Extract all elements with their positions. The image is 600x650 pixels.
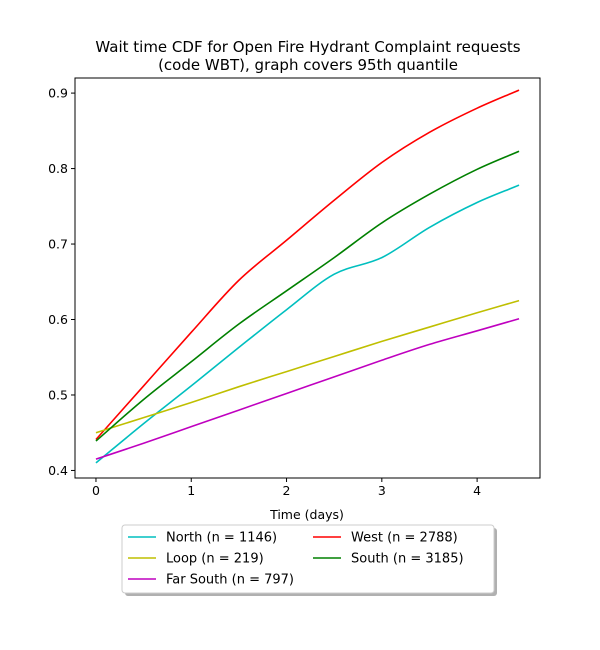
y-axis: 0.4 0.5 0.6 0.7 0.8 0.9 (48, 86, 75, 478)
legend: North (n = 1146) West (n = 2788) Loop (n =… (121, 524, 497, 596)
y-tick-label: 0.5 (48, 387, 68, 402)
legend-box (121, 524, 495, 594)
chart-title-line1: Wait time CDF for Open Fire Hydrant Comp… (95, 38, 520, 56)
x-tick-label: 2 (283, 483, 291, 498)
x-axis-label: Time (days) (269, 507, 344, 522)
x-tick-label: 1 (187, 483, 195, 498)
legend-label-0: North (n = 1146) (166, 531, 277, 546)
y-tick-label: 0.4 (48, 463, 68, 478)
legend-items: North (n = 1146) West (n = 2788) Loop (n =… (128, 531, 464, 588)
legend-label-3: South (n = 3185) (351, 552, 464, 567)
series-line-3 (95, 150, 520, 442)
series-line-1 (95, 89, 520, 441)
x-tick-label: 0 (92, 483, 100, 498)
legend-label-1: West (n = 2788) (351, 531, 458, 546)
plot-area (75, 78, 540, 478)
y-tick-label: 0.6 (48, 312, 68, 327)
y-tick-label: 0.8 (48, 161, 68, 176)
x-axis: 0 1 2 3 4 (92, 478, 481, 498)
y-tick-label: 0.7 (48, 237, 68, 252)
series-line-4 (95, 317, 520, 460)
plot-frame (74, 77, 541, 479)
x-tick-label: 3 (378, 483, 386, 498)
series-layer (95, 89, 520, 464)
legend-label-2: Loop (n = 219) (166, 552, 264, 567)
x-tick-label: 4 (473, 483, 481, 498)
series-line-0 (95, 184, 520, 464)
series-line-2 (95, 299, 520, 434)
chart-title-line2: (code WBT), graph covers 95th quantile (158, 56, 458, 74)
y-tick-label: 0.9 (48, 86, 68, 101)
legend-label-4: Far South (n = 797) (166, 573, 294, 588)
